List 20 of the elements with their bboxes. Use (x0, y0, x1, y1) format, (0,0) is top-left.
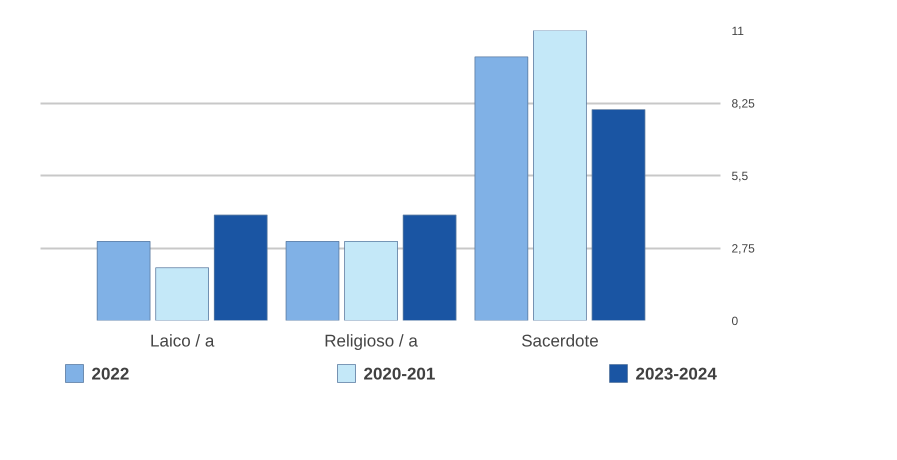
bar (533, 30, 587, 320)
bar (214, 214, 268, 320)
bar (286, 241, 340, 320)
x-tick-label: Religioso / a (324, 332, 418, 350)
bar (344, 241, 398, 320)
y-tick-label: 5,5 (732, 169, 749, 183)
x-tick-label: Sacerdote (521, 332, 599, 350)
bar (96, 241, 150, 320)
bar (402, 214, 456, 320)
legend-label: 2020-201 (364, 364, 436, 384)
y-tick-label: 11 (732, 24, 744, 38)
y-tick-label: 8,25 (732, 96, 756, 110)
bar (155, 267, 210, 320)
x-tick-label: Laico / a (150, 332, 215, 350)
y-tick-label: 0 (732, 314, 738, 328)
bar (592, 109, 646, 320)
y-tick-label: 2,75 (732, 242, 756, 256)
bar (474, 56, 528, 320)
legend-label: 2023-2024 (636, 364, 718, 384)
legend-label: 2022 (92, 364, 130, 384)
